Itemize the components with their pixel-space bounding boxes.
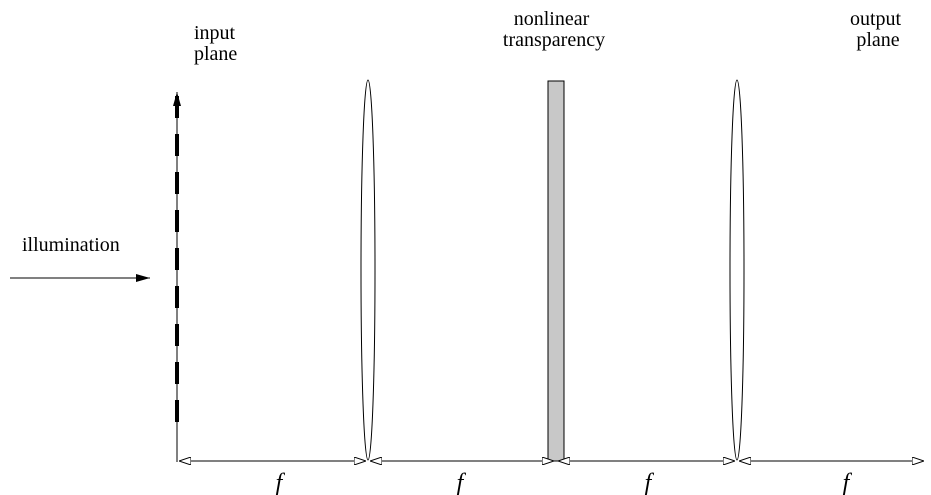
input-plane-label-line1: input <box>194 22 236 44</box>
output-plane-label: output plane <box>850 8 906 51</box>
input-plane-label-line2: plane <box>194 43 237 65</box>
first-lens <box>360 79 376 461</box>
illumination-label: illumination <box>22 234 120 256</box>
focal-length-label-3: f <box>645 470 655 495</box>
output-plane-label-line2: plane <box>856 29 899 51</box>
output-plane-label-line1: output <box>850 8 902 30</box>
nonlinear-transparency-label-line1: nonlinear <box>514 8 590 30</box>
focal-length-label-2: f <box>457 470 467 495</box>
focal-length-label-1: f <box>276 470 286 495</box>
second-lens <box>729 79 745 461</box>
input-plane-label: input plane <box>194 22 240 65</box>
nonlinear-transparency-slab <box>547 80 565 462</box>
focal-length-label-4: f <box>843 470 853 495</box>
nonlinear-transparency-label-line2: transparency <box>503 29 605 51</box>
nonlinear-transparency-label: nonlinear transparency <box>503 8 605 51</box>
